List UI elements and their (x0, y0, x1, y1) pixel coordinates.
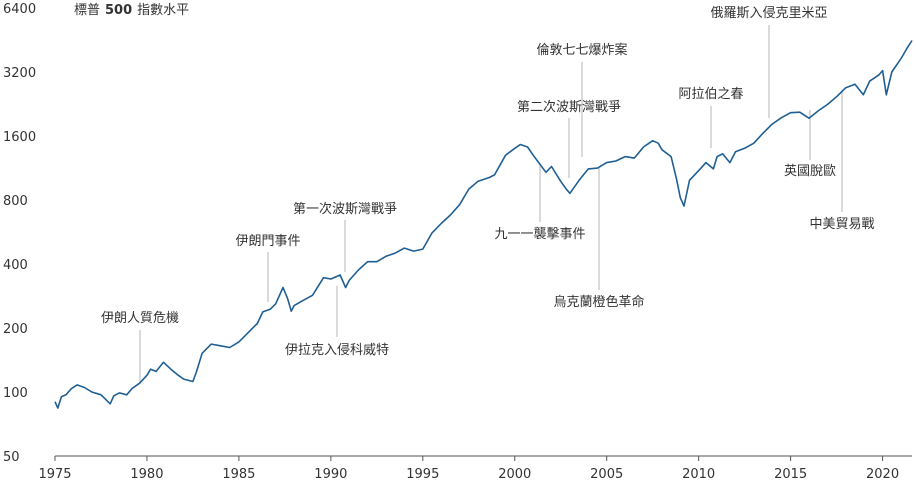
x-tick-label: 2005 (590, 467, 623, 482)
y-tick-label: 800 (3, 194, 28, 209)
annotation-label: 第二次波斯灣戰爭 (517, 99, 621, 115)
y-axis-tick-labels: 6400 3200 1600 800 400 200 100 50 (3, 2, 36, 465)
x-tick-label: 2000 (498, 467, 531, 482)
y-tick-label: 400 (3, 258, 28, 273)
y-tick-label: 6400 (3, 2, 36, 17)
x-tick-label: 1975 (38, 467, 71, 482)
x-tick-label: 1990 (314, 467, 347, 482)
sp500-series-line (54, 40, 913, 409)
x-tick-label: 2015 (774, 467, 807, 482)
y-tick-label: 200 (3, 322, 28, 337)
annotation-label: 伊拉克入侵科威特 (285, 342, 389, 358)
annotation-label: 中美貿易戰 (809, 217, 874, 232)
y-tick-label: 3200 (3, 66, 36, 81)
chart-title-prefix: 標普 (74, 3, 100, 18)
x-tick-label: 2010 (682, 467, 715, 482)
annotation-label: 英國脫歐 (784, 164, 836, 179)
annotation-label: 阿拉伯之春 (678, 87, 743, 102)
x-tick-label: 2020 (866, 467, 899, 482)
annotation-label: 俄羅斯入侵克里米亞 (710, 5, 827, 21)
annotation-label: 烏克蘭橙色革命 (553, 294, 644, 310)
chart-title: 標普 500 指數水平 (74, 3, 189, 18)
annotation-label: 倫敦七七爆炸案 (536, 42, 627, 58)
chart-title-number: 500 (105, 3, 132, 18)
annotation-label: 伊朗門事件 (235, 234, 300, 249)
annotation-label: 第一次波斯灣戰爭 (293, 201, 397, 217)
x-tick-label: 1985 (222, 467, 255, 482)
annotation-label: 伊朗人質危機 (101, 311, 179, 326)
y-tick-label: 1600 (3, 130, 36, 145)
x-tick-label: 1995 (406, 467, 439, 482)
x-axis: 1975 1980 1985 1990 1995 2000 2005 2010 2015 2020 (38, 455, 912, 482)
x-tick-label: 1980 (130, 467, 163, 482)
chart-title-suffix: 指數水平 (137, 3, 189, 18)
annotation-label: 九一一襲擊事件 (494, 226, 585, 242)
y-tick-label: 100 (3, 386, 28, 401)
y-tick-label: 50 (3, 450, 20, 465)
